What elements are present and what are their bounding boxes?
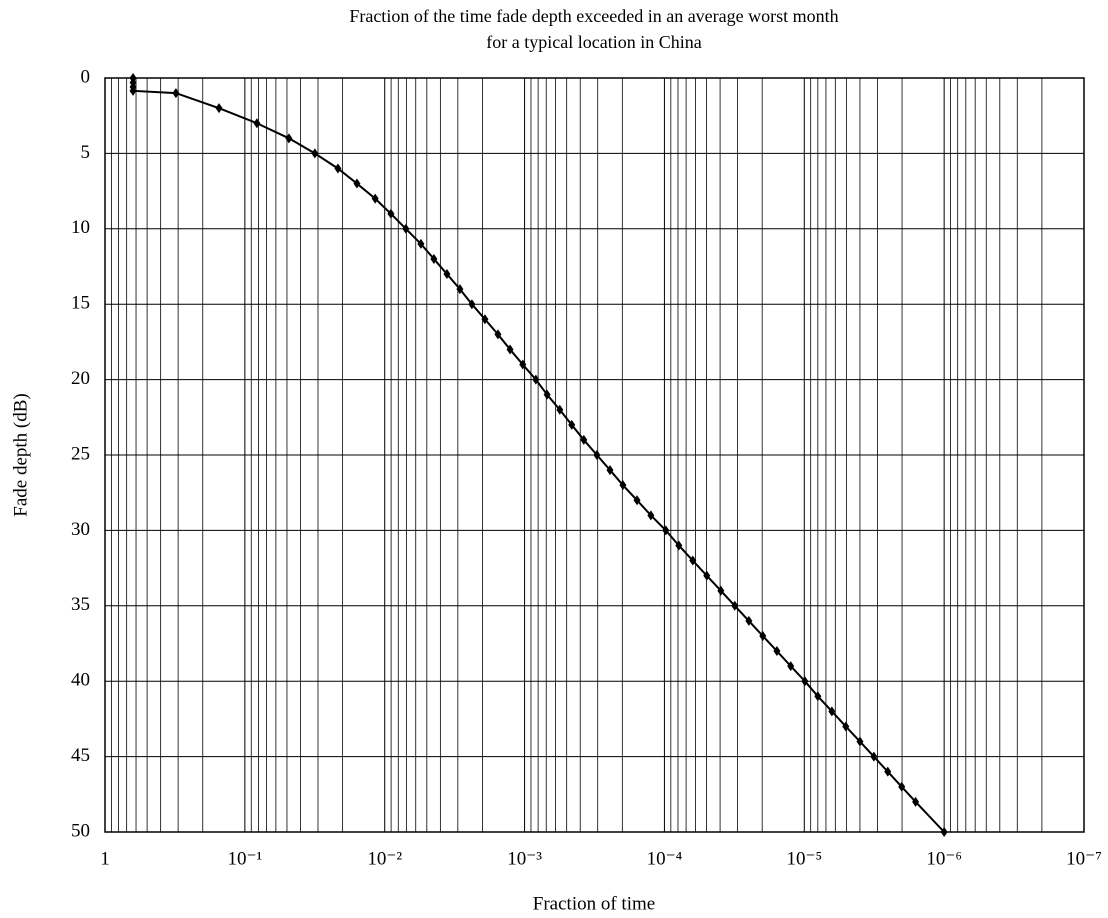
marker xyxy=(801,676,809,687)
marker xyxy=(311,148,319,159)
marker xyxy=(662,525,670,536)
x-tick-label: 10⁻¹ xyxy=(227,848,262,869)
x-tick-label: 10⁻³ xyxy=(507,848,542,869)
marker xyxy=(334,163,342,174)
marker xyxy=(856,736,864,747)
marker xyxy=(468,299,476,310)
y-axis-label: Fade depth (dB) xyxy=(10,393,31,516)
marker xyxy=(689,555,697,566)
marker xyxy=(940,827,948,837)
marker xyxy=(402,223,410,234)
marker xyxy=(371,193,379,204)
marker xyxy=(731,600,739,611)
y-tick-label: 35 xyxy=(71,594,90,615)
marker xyxy=(456,284,464,295)
y-tick-label: 45 xyxy=(71,745,90,766)
marker xyxy=(870,751,878,762)
marker xyxy=(828,706,836,717)
plot-frame xyxy=(104,77,1085,833)
marker xyxy=(215,103,223,114)
marker xyxy=(606,465,614,476)
marker xyxy=(884,766,892,777)
marker xyxy=(787,661,795,672)
marker xyxy=(285,133,293,144)
y-tick-label: 20 xyxy=(71,368,90,389)
marker xyxy=(506,344,514,355)
marker xyxy=(443,269,451,280)
x-tick-label: 1 xyxy=(100,848,110,869)
y-tick-label: 10 xyxy=(71,217,90,238)
marker xyxy=(253,118,261,129)
x-tick-label: 10⁻⁶ xyxy=(926,848,962,869)
marker xyxy=(842,721,850,732)
marker xyxy=(580,434,588,445)
y-tick-label: 30 xyxy=(71,519,90,540)
marker xyxy=(430,253,438,264)
marker xyxy=(387,208,395,219)
y-tick-label: 5 xyxy=(81,142,91,163)
marker xyxy=(703,570,711,581)
marker xyxy=(814,691,822,702)
y-tick-label: 50 xyxy=(71,820,90,841)
x-axis-label: Fraction of time xyxy=(533,893,655,914)
marker xyxy=(593,450,601,460)
marker xyxy=(898,781,906,792)
marker xyxy=(675,540,683,551)
marker xyxy=(633,495,641,506)
y-tick-label: 40 xyxy=(71,670,90,691)
x-tick-label: 10⁻² xyxy=(367,848,402,869)
marker xyxy=(745,615,753,626)
marker xyxy=(481,314,489,325)
marker xyxy=(417,238,425,249)
marker xyxy=(172,88,180,99)
y-tick-label: 25 xyxy=(71,443,90,464)
marker xyxy=(543,389,551,400)
marker xyxy=(717,585,725,596)
y-tick-label: 15 xyxy=(71,293,90,314)
marker xyxy=(912,796,920,807)
chart-title: for a typical location in China xyxy=(486,32,701,52)
chart-title: Fraction of the time fade depth exceeded… xyxy=(349,6,838,26)
x-tick-label: 10⁻⁴ xyxy=(647,848,683,869)
marker xyxy=(647,510,655,521)
marker xyxy=(759,630,767,641)
marker xyxy=(494,329,502,340)
marker xyxy=(556,404,564,415)
marker xyxy=(532,374,540,385)
marker xyxy=(519,359,527,370)
marker xyxy=(619,480,627,491)
marker xyxy=(129,85,137,96)
marker xyxy=(773,646,781,657)
x-tick-label: 10⁻⁷ xyxy=(1066,848,1102,869)
marker xyxy=(353,178,361,189)
marker xyxy=(568,419,576,430)
x-tick-label: 10⁻⁵ xyxy=(786,848,822,869)
y-tick-label: 0 xyxy=(81,66,91,87)
